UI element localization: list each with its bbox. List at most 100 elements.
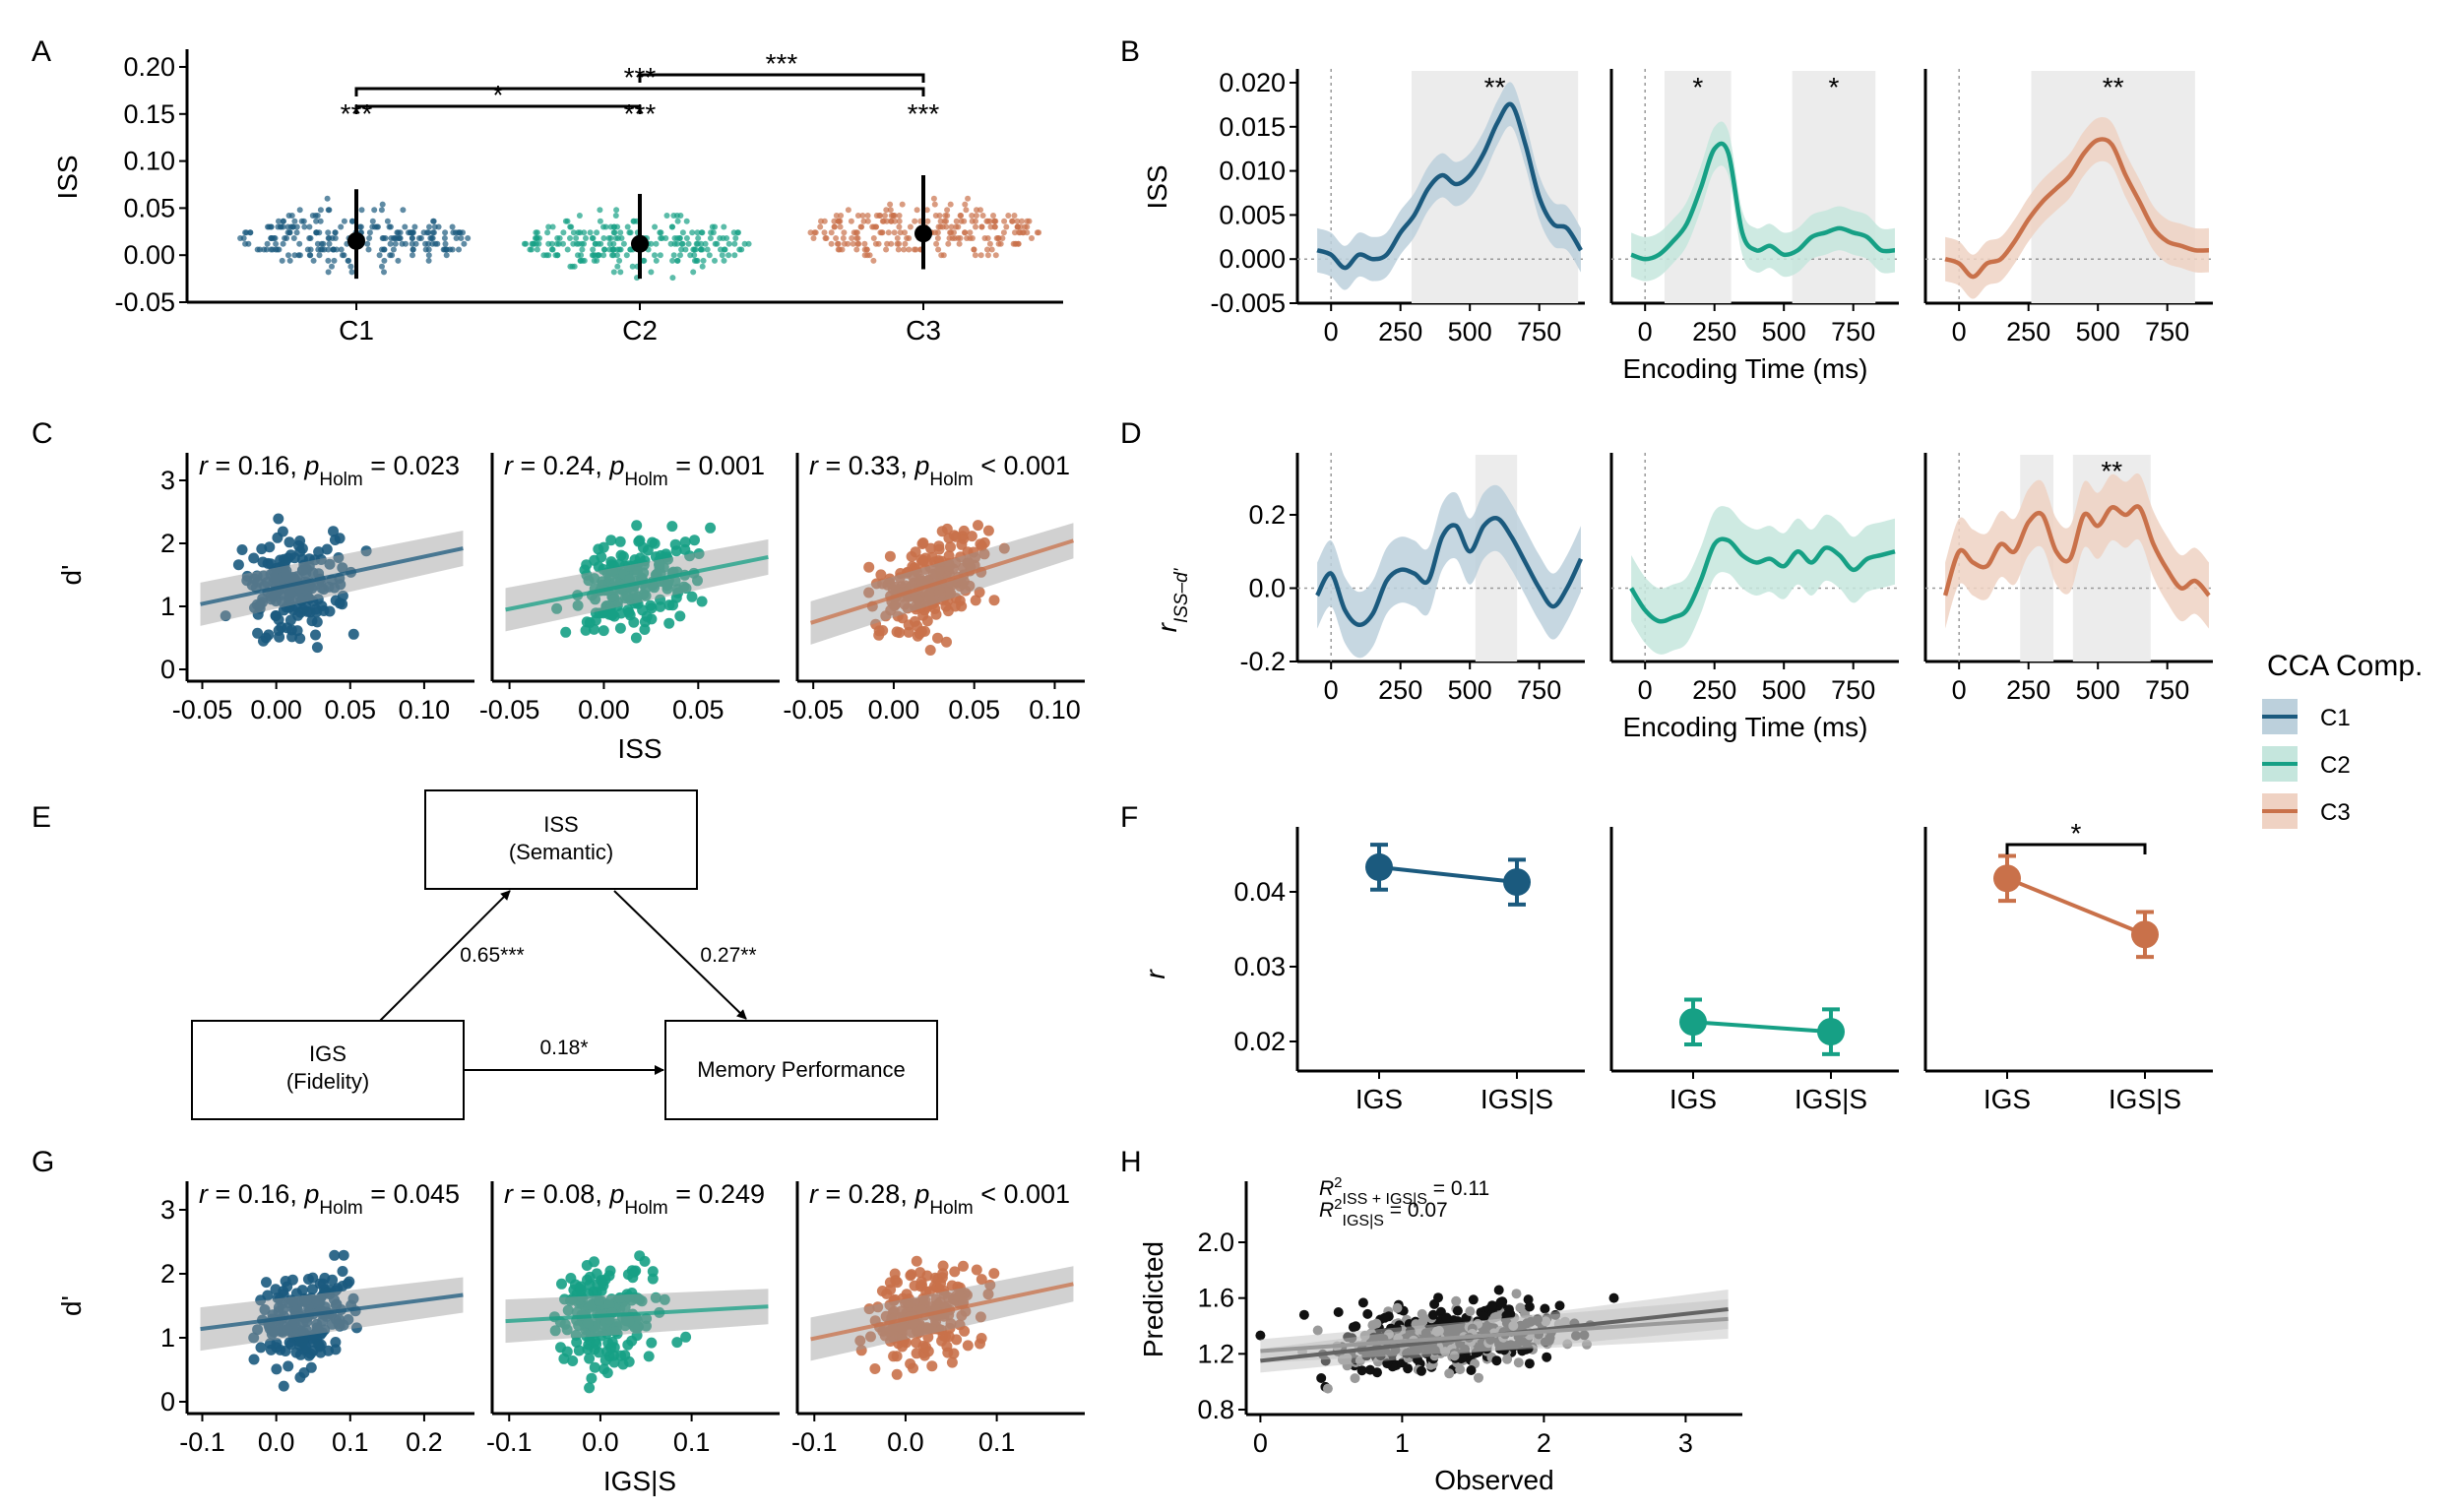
panel-a-dot-C2 [710,229,717,236]
igs-box-sublabel: (Fidelity) [286,1069,369,1094]
panel-a-dot-C1 [310,257,317,264]
panel-a-dot-C3 [984,235,991,241]
panel-h-point-full [1608,1292,1619,1303]
panel-a-dot-C3 [835,240,842,247]
panel-a-dot-C2 [712,257,718,264]
panel-g-point-C1 [306,1284,318,1295]
panel-h-ytick-label: 2.0 [1197,1228,1234,1257]
panel-a-dot-C3 [987,223,994,230]
panel-a-dot-C2 [600,235,607,241]
panel-a-dot-C2 [676,235,683,241]
panel-h-point-full [1517,1346,1528,1356]
panel-a-dot-C1 [426,223,432,230]
panel-a-dot-C2 [652,223,659,230]
panel-a-dot-C3 [991,218,998,224]
panel-f-bracket-C3 [2005,843,2147,854]
panel-a-dot-C1 [425,252,432,259]
panel-a-dot-C3 [931,201,938,208]
panel-c-point-C3 [912,566,922,578]
panel-c-point-C1 [277,526,288,537]
panel-h-ytick-label: 0.8 [1197,1395,1234,1424]
panel-g-point-C3 [914,1326,925,1338]
panel-g-point-C3 [971,1264,982,1276]
panel-a-dot-C1 [324,195,331,202]
panel-g-point-C1 [255,1342,267,1354]
panel-c-point-C3 [863,561,875,573]
panel-a-dot-C3 [845,207,851,214]
panel-b-C2-xtick-label: 250 [1692,317,1736,346]
panel-a-ytick-label: -0.05 [114,287,175,317]
panel-a-dot-C1 [378,207,385,214]
panel-g-point-C2 [650,1292,662,1303]
panel-c-point-C2 [589,554,600,566]
panel-b-line-C2 [1630,141,1896,262]
igs-box-label: IGS [309,1041,346,1066]
panel-a-dot-C3 [912,218,918,224]
panel-g-point-C3 [959,1325,971,1337]
panel-a-dot-C2 [567,263,574,270]
panel-c-point-C1 [310,629,321,641]
panel-c-point-C3 [943,533,955,544]
panel-a-dot-C3 [967,229,974,236]
panel-g-point-C2 [594,1295,604,1306]
panel-a-dot-C3 [1000,229,1007,236]
panel-g-point-C3 [937,1268,949,1280]
panel-a-bracket-label: *** [766,48,798,79]
panel-a-dot-C3 [963,207,970,214]
panel-a-dot-C3 [837,223,844,230]
panel-a-dot-C2 [556,235,563,241]
panel-c-point-C2 [632,598,644,609]
panel-h-point-reduced [1474,1372,1483,1383]
panel-c-point-C2 [649,582,661,594]
panel-g-C3-xtick-label: 0.0 [887,1427,924,1457]
panel-g-point-C3 [919,1294,931,1306]
panel-g-point-C2 [610,1326,621,1338]
panel-c-point-C3 [884,550,896,562]
panel-h-point-full [1433,1292,1443,1303]
panel-b-ytick-label: -0.005 [1210,288,1286,318]
panel-f-point-C1 [1365,852,1393,881]
panel-a-dot-C1 [349,218,355,224]
panel-g-point-C2 [601,1346,612,1357]
panel-a-dot-C3 [870,235,877,241]
panel-a-dot-C2 [721,223,727,230]
panel-b-C1-xtick-label: 0 [1324,317,1339,346]
panel-c-point-C2 [640,590,652,601]
panel-g-point-C2 [680,1331,692,1343]
panel-a-dot-C3 [897,229,904,236]
panel-d-C1-xtick-label: 0 [1324,675,1339,705]
panel-a-dot-C3 [833,235,840,241]
panel-a-dot-C2 [670,213,677,219]
panel-a-dot-C2 [653,257,660,264]
panel-a-dot-C3 [904,235,911,241]
panel-a-dot-C1 [271,235,278,241]
panel-a-dot-C1 [245,240,252,247]
panel-c-point-C2 [606,608,618,620]
panel-c-point-C2 [674,610,686,622]
panel-a-dot-C3 [1029,235,1035,241]
panel-a-bracket [354,87,925,96]
panel-a-dot-C3 [937,218,944,224]
panel-a-dot-C3 [962,229,969,236]
panel-a-dot-C2 [612,213,619,219]
panel-g-point-C1 [265,1338,276,1350]
panel-a-dot-C3 [934,229,941,236]
panel-h-point-full [1495,1296,1506,1307]
panel-a-dot-C1 [293,223,300,230]
panel-g-point-C1 [296,1285,308,1296]
panel-a-dot-C1 [371,223,378,230]
panel-b-C3-xtick-label: 500 [2076,317,2120,346]
panel-c-C1-xtick-label: 0.05 [325,695,377,724]
panel-g-point-C3 [916,1304,928,1316]
panel-a-dot-C3 [1012,229,1018,236]
panel-a-dot-C3 [972,252,978,259]
path-a-coefficient: 0.65*** [460,944,524,967]
panel-a-dot-C1 [256,246,263,253]
panel-a-dot-C3 [833,213,840,219]
panel-a-dot-C1 [395,229,402,236]
panel-a-dot-C3 [822,235,829,241]
panel-a-dot-C2 [630,218,637,224]
panel-a-mean-C2 [631,234,649,253]
panel-a-dot-C3 [902,229,908,236]
panel-a-dot-C3 [901,246,908,253]
